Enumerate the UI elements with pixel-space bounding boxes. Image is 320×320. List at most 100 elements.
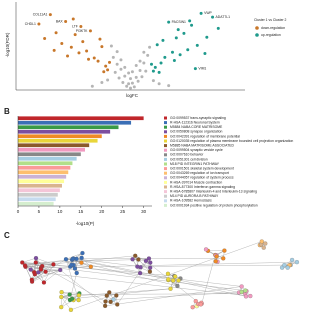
node xyxy=(130,257,135,262)
bar xyxy=(18,161,73,166)
edge xyxy=(72,288,171,299)
legend-swatch xyxy=(164,180,167,184)
point xyxy=(127,82,131,86)
legend-swatch xyxy=(164,162,167,166)
node xyxy=(104,293,109,298)
point xyxy=(111,55,115,59)
node xyxy=(248,293,253,299)
point xyxy=(182,31,186,35)
legend-swatch xyxy=(164,203,167,207)
gene-label: CHDL1 xyxy=(25,22,36,26)
edge xyxy=(32,269,61,282)
gene-label: PI3KTK xyxy=(76,29,88,33)
bar xyxy=(18,165,71,170)
node xyxy=(111,297,116,302)
node xyxy=(136,257,141,262)
node xyxy=(282,263,287,268)
point xyxy=(172,58,176,62)
edge xyxy=(45,259,67,272)
legend-label: GO:0099504 synaptic vesicle cycle xyxy=(170,148,223,152)
edge xyxy=(113,291,242,300)
point xyxy=(98,37,102,41)
edge xyxy=(42,265,246,291)
node xyxy=(239,284,244,289)
legend-swatch xyxy=(164,199,167,203)
node xyxy=(168,286,173,291)
bar xyxy=(18,147,85,152)
edge xyxy=(35,257,54,265)
legend-swatch xyxy=(164,148,167,152)
legend-label: R-HSA-112316 Neuronal System xyxy=(170,120,220,124)
x-tick-label: 5 xyxy=(38,209,41,214)
bar xyxy=(18,138,98,143)
point xyxy=(153,65,157,69)
point xyxy=(113,70,117,74)
point xyxy=(77,51,81,55)
gene-label: PACSIN1 xyxy=(172,20,186,24)
node xyxy=(138,271,143,276)
point xyxy=(144,69,148,73)
node xyxy=(166,277,171,282)
legend-label: GO:0051301 cell division xyxy=(170,157,208,161)
point xyxy=(73,33,77,37)
node xyxy=(28,267,33,272)
edge xyxy=(61,294,70,308)
node xyxy=(176,278,181,283)
edge xyxy=(145,260,201,305)
point xyxy=(123,74,127,78)
gene-label: BAX xyxy=(56,19,64,23)
bar xyxy=(18,188,60,193)
edge xyxy=(42,265,106,302)
point xyxy=(64,19,68,23)
node xyxy=(63,257,69,262)
point xyxy=(157,70,161,74)
point xyxy=(138,69,142,73)
edge xyxy=(61,296,72,310)
edge xyxy=(31,271,46,282)
node xyxy=(79,255,84,260)
point xyxy=(115,50,119,54)
node xyxy=(33,260,38,265)
node xyxy=(76,297,81,303)
edge xyxy=(31,271,46,280)
node xyxy=(103,303,108,308)
point xyxy=(211,15,215,19)
node xyxy=(69,262,74,268)
legend-swatch xyxy=(164,185,167,189)
edge xyxy=(40,261,297,269)
x-tick-label: 15 xyxy=(78,209,84,214)
node xyxy=(203,247,209,252)
edge xyxy=(24,265,41,269)
point xyxy=(127,71,131,75)
node xyxy=(294,260,300,265)
point xyxy=(129,77,132,81)
point xyxy=(146,53,150,57)
edge xyxy=(105,286,242,307)
point xyxy=(132,85,136,89)
node xyxy=(32,270,37,275)
point xyxy=(136,79,140,83)
legend-label: GO:0007610 behavior xyxy=(170,153,204,157)
point xyxy=(106,68,110,72)
point xyxy=(174,36,178,40)
point xyxy=(43,36,47,40)
legend-label: GO:0043269 regulation of ion transport xyxy=(170,171,229,175)
point xyxy=(81,40,85,44)
point xyxy=(102,70,106,74)
bar xyxy=(18,152,81,157)
legend-swatch xyxy=(164,144,167,148)
x-tick-label: 20 xyxy=(99,209,105,214)
edge xyxy=(22,257,37,263)
node xyxy=(103,299,108,304)
gene-label: LTF xyxy=(72,24,78,28)
node xyxy=(243,294,249,299)
bar xyxy=(18,183,62,188)
y-axis-label: -log10(FDR) xyxy=(5,32,10,57)
node xyxy=(59,305,64,310)
x-axis-label: logFC xyxy=(126,93,139,98)
gene-label: VWP xyxy=(204,11,212,15)
edge xyxy=(65,252,83,260)
edge xyxy=(132,258,149,260)
bar xyxy=(18,129,111,134)
